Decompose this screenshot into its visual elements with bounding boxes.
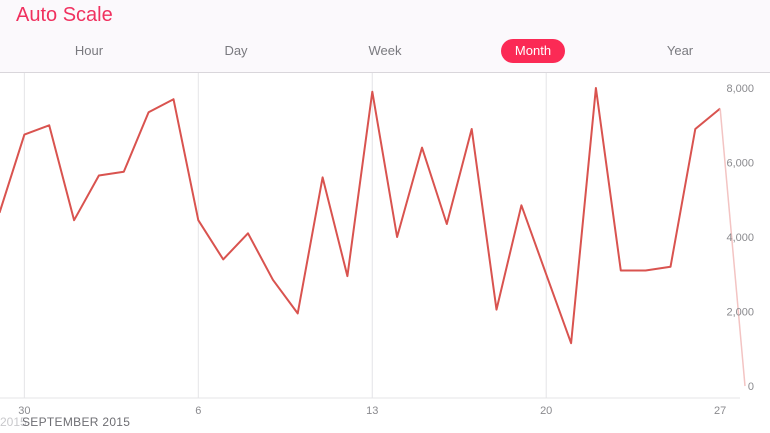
tab-month[interactable]: Month: [501, 39, 565, 63]
x-axis-label: SEPTEMBER 2015: [22, 415, 131, 429]
x-tick-label: 6: [195, 405, 201, 417]
tab-year[interactable]: Year: [666, 43, 694, 58]
x-tick-label: 27: [714, 405, 726, 417]
y-tick-label: 4,000: [726, 232, 754, 244]
tab-hour[interactable]: Hour: [74, 43, 104, 58]
tab-day[interactable]: Day: [224, 43, 248, 58]
page-title: Auto Scale: [16, 4, 113, 26]
year-fragment-label: 2015: [0, 415, 27, 429]
x-tick-label: 13: [366, 405, 378, 417]
y-tick-label: 8,000: [726, 83, 754, 95]
series-line: [0, 87, 721, 345]
x-tick-label: 30: [18, 405, 30, 417]
y-tick-label: 2,000: [726, 307, 754, 319]
x-tick-label: 20: [540, 405, 552, 417]
header: Auto Scale Hour Day Week Month Year: [0, 0, 770, 73]
tab-week[interactable]: Week: [368, 43, 402, 58]
y-tick-label: 6,000: [726, 158, 754, 170]
series-line-fade: [719, 108, 746, 387]
y-tick-label: 0: [748, 381, 754, 393]
